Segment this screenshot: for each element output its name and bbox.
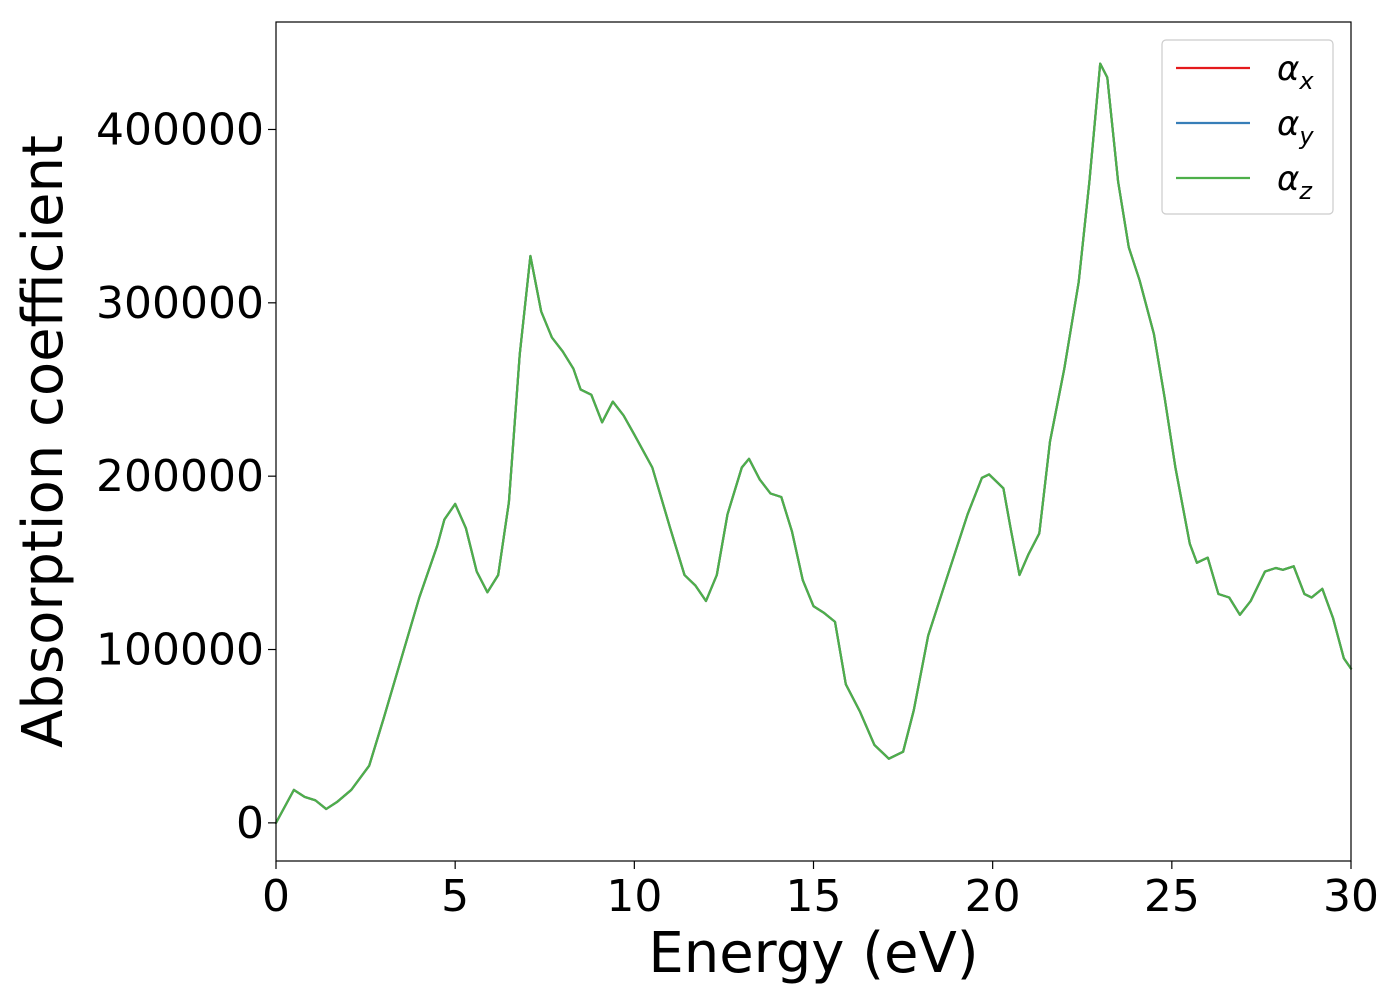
x-tick-label: 10	[606, 871, 662, 922]
series-line-z	[274, 62, 1353, 824]
y-axis-ticks: 0 100000 200000 300000 400000	[96, 104, 276, 849]
x-tick-label: 20	[965, 871, 1021, 922]
series-layer	[274, 62, 1353, 824]
y-tick-label: 0	[236, 798, 264, 849]
x-axis-ticks: 0 5 10 15 20 25 30	[262, 861, 1379, 922]
legend: αx αy αz	[1161, 39, 1334, 215]
legend-label-y: αy	[1277, 104, 1314, 150]
x-axis-title: Energy (eV)	[648, 921, 978, 986]
y-tick-label: 100000	[96, 625, 264, 676]
legend-label-z: αz	[1277, 159, 1313, 205]
y-axis-title: Absorption coefficient	[11, 135, 76, 748]
x-tick-label: 30	[1323, 871, 1379, 922]
x-tick-label: 25	[1144, 871, 1200, 922]
y-tick-label: 200000	[96, 451, 264, 502]
x-tick-label: 0	[262, 871, 290, 922]
x-tick-label: 15	[786, 871, 842, 922]
y-tick-label: 300000	[96, 278, 264, 329]
y-tick-label: 400000	[96, 104, 264, 155]
x-tick-label: 5	[441, 871, 469, 922]
legend-box	[1161, 39, 1334, 215]
legend-label-x: αx	[1277, 49, 1314, 95]
